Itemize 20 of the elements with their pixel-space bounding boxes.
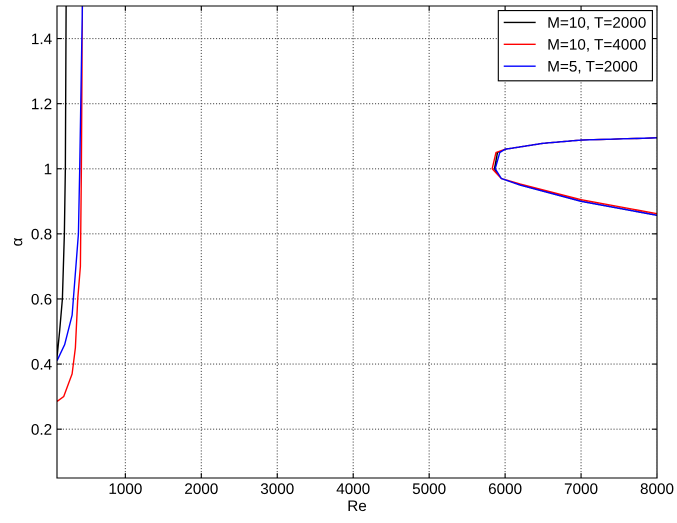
legend-label: M=10, T=4000 [548,38,646,52]
y-axis-title: α [14,238,22,246]
x-tick-label: 1000 [110,483,142,494]
legend-label: M=5, T=2000 [548,60,638,74]
y-tick-label: 1 [44,164,52,174]
x-tick-label: 8000 [640,483,674,494]
x-tick-label: 4000 [336,483,370,494]
y-tick-label: 0.2 [32,424,52,435]
x-axis-title: Re [348,500,366,512]
y-tick-label: 0.6 [32,294,52,305]
x-tick-label: 7000 [564,483,598,494]
x-tick-label: 6000 [488,483,522,494]
legend-label: M=10, T=2000 [548,17,646,30]
x-tick-label: 3000 [260,483,294,494]
x-tick-label: 5000 [412,483,446,494]
y-tick-label: 0.8 [32,228,52,240]
y-tick-label: 0.4 [32,358,52,370]
y-tick-label: 1.2 [32,98,52,110]
x-tick-label: 2000 [185,483,218,494]
y-tick-label: 1.4 [32,34,52,44]
